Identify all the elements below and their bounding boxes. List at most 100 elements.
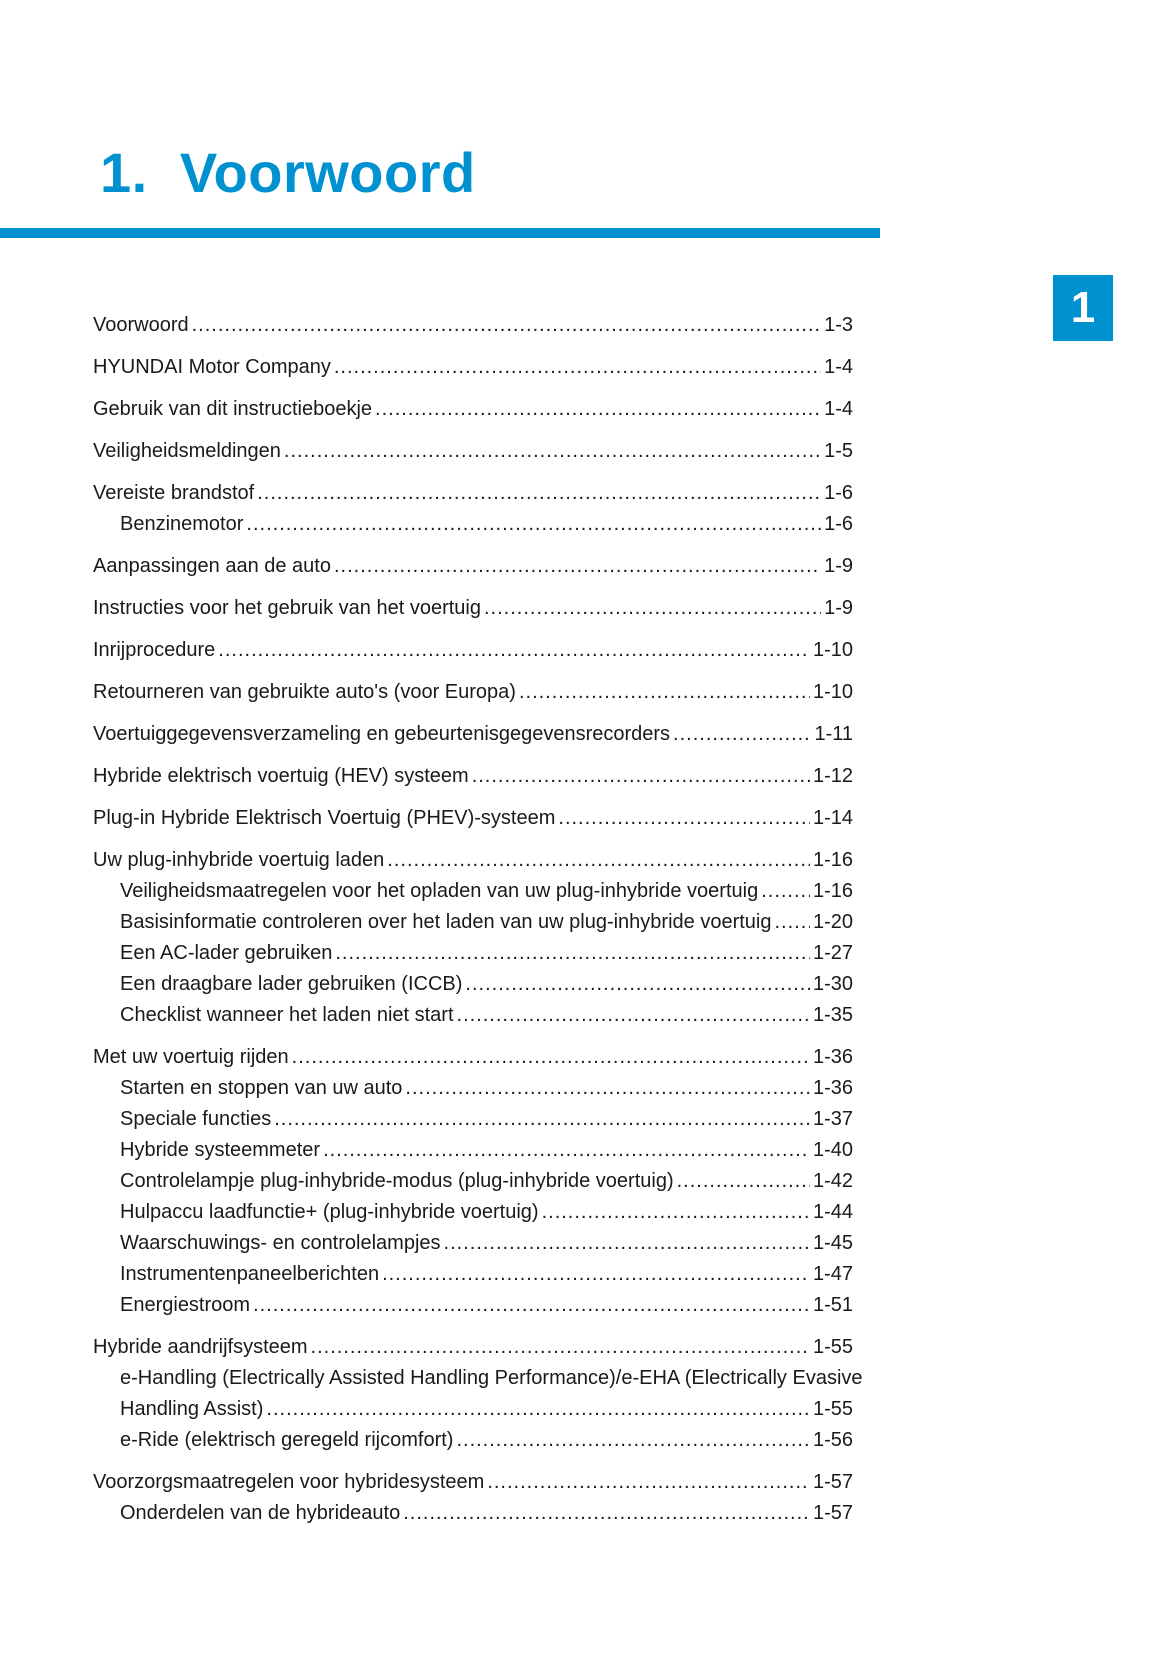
toc-leader-dots [774,907,809,938]
toc-entry-page: 1-10 [813,677,853,708]
toc-leader-dots [246,509,821,540]
toc-entry-label: Vereiste brandstof [93,478,254,509]
toc-entry: Hybride elektrisch voertuig (HEV) systee… [93,761,853,792]
toc-entry: Waarschuwings- en controlelampjes 1-45 [93,1228,853,1259]
toc-entry-label: Veiligheidsmeldingen [93,436,281,467]
toc-entry: Plug-in Hybride Elektrisch Voertuig (PHE… [93,803,853,834]
chapter-tab: 1 [1053,275,1113,341]
toc-entry-page: 1-6 [824,509,853,540]
toc-entry-page: 1-56 [813,1425,853,1456]
toc-group: Voorwoord1-3 [93,310,853,341]
toc-entry-label: Checklist wanneer het laden niet start [120,1000,454,1031]
toc-entry: Aanpassingen aan de auto 1-9 [93,551,853,582]
toc-entry-page: 1-16 [813,845,853,876]
toc-group: Hybride elektrisch voertuig (HEV) systee… [93,761,853,792]
toc-leader-dots [218,635,810,666]
toc-entry: Onderdelen van de hybrideauto1-57 [93,1498,853,1529]
toc-entry-label: Hulpaccu laadfunctie+ (plug-inhybride vo… [120,1197,539,1228]
toc-entry-page: 1-27 [813,938,853,969]
toc-entry: Instrumentenpaneelberichten1-47 [93,1259,853,1290]
toc-leader-dots [292,1042,810,1073]
toc-entry-label: Retourneren van gebruikte auto's (voor E… [93,677,516,708]
toc-entry-label: Starten en stoppen van uw auto [120,1073,402,1104]
toc-entry: Hybride aandrijfsysteem1-55 [93,1332,853,1363]
toc-leader-dots [192,310,821,341]
toc-entry-page: 1-10 [813,635,853,666]
toc-group: Gebruik van dit instructieboekje1-4 [93,394,853,425]
toc-entry: Voertuiggegevensverzameling en gebeurten… [93,719,853,750]
toc-entry-label: Basisinformatie controleren over het lad… [120,907,771,938]
toc-leader-dots [266,1394,810,1425]
toc-entry-page: 1-9 [824,593,853,624]
toc-entry-page: 1-55 [813,1332,853,1363]
toc-leader-dots [323,1135,810,1166]
toc-entry-label: e-Ride (elektrisch geregeld rijcomfort) [120,1425,453,1456]
toc-entry-label: Instrumentenpaneelberichten [120,1259,379,1290]
toc-entry: Retourneren van gebruikte auto's (voor E… [93,677,853,708]
toc-leader-dots [542,1197,810,1228]
toc-entry-page: 1-11 [814,719,853,750]
toc-entry: Gebruik van dit instructieboekje1-4 [93,394,853,425]
toc-entry-page: 1-37 [813,1104,853,1135]
toc-group: Uw plug-inhybride voertuig laden1-16Veil… [93,845,853,1031]
toc-leader-dots [257,478,821,509]
toc-entry-page: 1-5 [824,436,853,467]
toc-entry: e-Ride (elektrisch geregeld rijcomfort) 1… [93,1425,853,1456]
toc-leader-dots [311,1332,810,1363]
toc-leader-dots [274,1104,810,1135]
toc-leader-dots [673,719,811,750]
toc-leader-dots [387,845,810,876]
toc-entry-label: Inrijprocedure [93,635,215,666]
toc-group: Vereiste brandstof1-6Benzinemotor1-6 [93,478,853,540]
toc-group: Inrijprocedure 1-10 [93,635,853,666]
toc-entry-label: Met uw voertuig rijden [93,1042,289,1073]
title-rule [0,228,880,238]
toc-entry-page: 1-55 [813,1394,853,1425]
toc-entry: Een AC-lader gebruiken 1-27 [93,938,853,969]
toc-entry-continuation: Handling Assist) 1-55 [93,1394,853,1425]
toc-entry-page: 1-57 [813,1467,853,1498]
toc-leader-dots [465,969,810,1000]
toc-entry-page: 1-36 [813,1042,853,1073]
toc-entry-page: 1-45 [813,1228,853,1259]
toc-group: Veiligheidsmeldingen 1-5 [93,436,853,467]
toc-entry: HYUNDAI Motor Company1-4 [93,352,853,383]
toc-leader-dots [284,436,821,467]
toc-entry-page: 1-14 [813,803,853,834]
toc-entry-label: Handling Assist) [120,1394,263,1425]
toc-entry: Hybride systeemmeter 1-40 [93,1135,853,1166]
toc-leader-dots [382,1259,810,1290]
toc-entry-page: 1-40 [813,1135,853,1166]
toc-group: Plug-in Hybride Elektrisch Voertuig (PHE… [93,803,853,834]
toc-entry-page: 1-35 [813,1000,853,1031]
toc-entry-page: 1-9 [824,551,853,582]
toc-entry: Checklist wanneer het laden niet start 1-… [93,1000,853,1031]
toc-entry: Voorwoord1-3 [93,310,853,341]
toc-entry: Vereiste brandstof 1-6 [93,478,853,509]
toc-entry-label: Voertuiggegevensverzameling en gebeurten… [93,719,670,750]
toc-entry: Inrijprocedure 1-10 [93,635,853,666]
toc-entry-page: 1-20 [813,907,853,938]
toc-entry: Hulpaccu laadfunctie+ (plug-inhybride vo… [93,1197,853,1228]
toc-leader-dots [519,677,810,708]
toc-entry-page: 1-3 [824,310,853,341]
toc-group: Hybride aandrijfsysteem1-55e-Handling (E… [93,1332,853,1456]
toc-entry-page: 1-6 [824,478,853,509]
toc-entry-label: Een AC-lader gebruiken [120,938,332,969]
toc-entry-label: Speciale functies [120,1104,271,1135]
toc-entry: Instructies voor het gebruik van het voe… [93,593,853,624]
toc-leader-dots [405,1073,810,1104]
toc-entry-label: Hybride systeemmeter [120,1135,320,1166]
toc-entry-label: Waarschuwings- en controlelampjes [120,1228,441,1259]
toc-entry-page: 1-4 [824,352,853,383]
toc-entry-label: Voorzorgsmaatregelen voor hybridesysteem [93,1467,484,1498]
toc-entry: Uw plug-inhybride voertuig laden1-16 [93,845,853,876]
toc-entry: Speciale functies 1-37 [93,1104,853,1135]
toc-entry-label: Gebruik van dit instructieboekje [93,394,372,425]
toc-entry-label: Aanpassingen aan de auto [93,551,331,582]
toc-leader-dots [677,1166,810,1197]
toc-leader-dots [403,1498,810,1529]
toc-entry-page: 1-42 [813,1166,853,1197]
toc-leader-dots [375,394,821,425]
toc-entry-label: Een draagbare lader gebruiken (ICCB) [120,969,462,1000]
